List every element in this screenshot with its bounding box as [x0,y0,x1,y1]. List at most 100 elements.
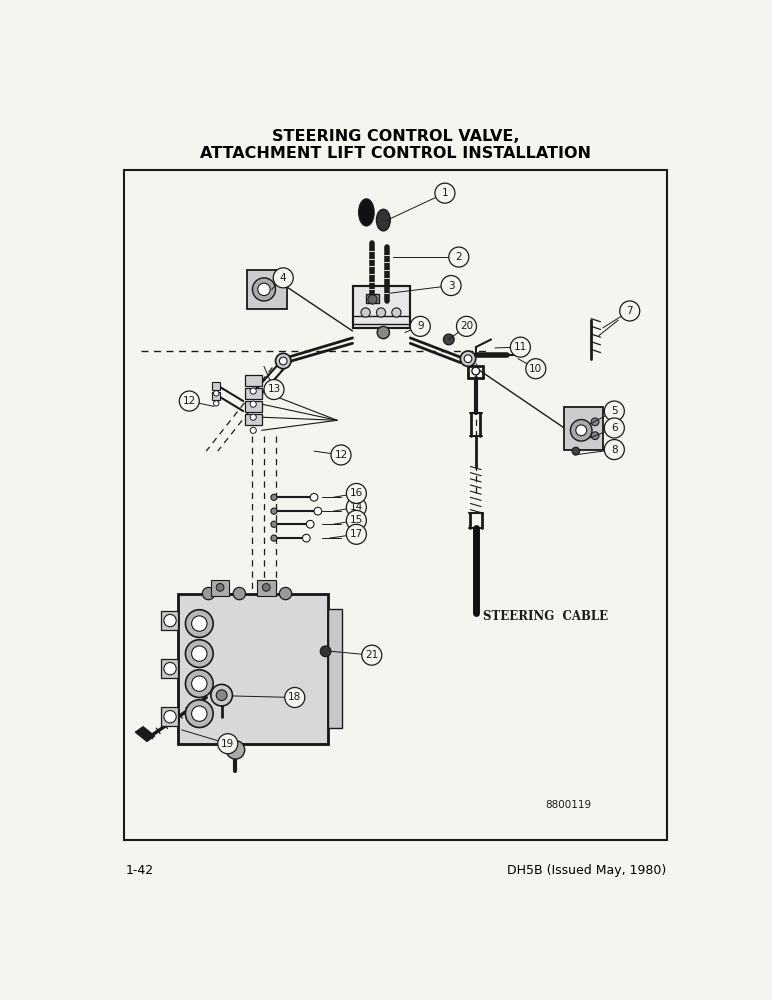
Circle shape [218,734,238,754]
Circle shape [604,440,625,460]
Text: 13: 13 [267,384,280,394]
Text: 8: 8 [611,445,618,455]
Circle shape [362,645,382,665]
Circle shape [604,401,625,421]
Circle shape [202,587,215,600]
Circle shape [164,662,176,675]
Circle shape [185,670,213,698]
Text: 5: 5 [611,406,618,416]
Circle shape [226,741,245,759]
Text: 11: 11 [513,342,527,352]
Bar [161,707,178,726]
Bar [564,407,603,450]
Circle shape [314,507,322,515]
Text: 4: 4 [280,273,286,283]
Bar [178,594,328,744]
Circle shape [191,706,207,721]
Circle shape [285,687,305,708]
Circle shape [472,367,479,375]
Circle shape [179,391,199,411]
Circle shape [233,587,245,600]
Bar [257,580,276,596]
Circle shape [443,334,454,345]
Text: 20: 20 [460,321,473,331]
Circle shape [279,357,287,365]
Circle shape [604,418,625,438]
Text: 1-42: 1-42 [125,864,154,877]
Circle shape [164,711,176,723]
Circle shape [449,247,469,267]
Circle shape [347,510,367,530]
Circle shape [572,447,580,455]
Circle shape [620,301,640,321]
Circle shape [216,584,224,591]
Text: STEERING CONTROL VALVE,: STEERING CONTROL VALVE, [272,129,520,144]
Bar [353,286,410,328]
Circle shape [347,483,367,503]
Text: 10: 10 [530,364,543,374]
Bar [161,659,178,678]
Circle shape [250,427,256,433]
Circle shape [191,676,207,691]
Circle shape [185,700,213,728]
Circle shape [377,308,386,317]
Circle shape [271,521,277,527]
Circle shape [185,640,213,667]
Bar [245,414,262,425]
Circle shape [252,278,276,301]
Polygon shape [135,727,154,741]
Bar [353,286,410,328]
Circle shape [250,401,256,407]
Circle shape [456,316,476,336]
Circle shape [378,326,390,339]
Circle shape [571,420,592,441]
Circle shape [216,690,227,701]
Bar [178,594,328,744]
Circle shape [214,401,219,406]
Bar [212,382,220,389]
Text: 12: 12 [334,450,347,460]
Circle shape [303,534,310,542]
Text: 19: 19 [221,739,235,749]
Circle shape [271,535,277,541]
Circle shape [591,432,599,440]
Bar [245,401,262,412]
Circle shape [214,391,219,396]
Circle shape [361,308,371,317]
Circle shape [331,445,351,465]
Text: 9: 9 [417,321,424,331]
Circle shape [306,520,314,528]
Circle shape [410,316,430,336]
Text: ATTACHMENT LIFT CONTROL INSTALLATION: ATTACHMENT LIFT CONTROL INSTALLATION [200,146,591,161]
Circle shape [460,351,476,366]
Circle shape [276,353,291,369]
Circle shape [347,497,367,517]
Text: 2: 2 [455,252,462,262]
Text: 8800119: 8800119 [545,800,591,810]
Text: 6: 6 [611,423,618,433]
Ellipse shape [359,199,374,226]
Circle shape [250,414,256,420]
Text: DH5B (Issued May, 1980): DH5B (Issued May, 1980) [506,864,666,877]
Circle shape [271,508,277,514]
Text: 18: 18 [288,692,301,702]
Circle shape [262,584,270,591]
Bar [245,375,262,386]
Text: 16: 16 [350,488,363,498]
Circle shape [250,388,256,394]
Text: STEERING  CABLE: STEERING CABLE [483,610,608,623]
Circle shape [526,359,546,379]
Circle shape [441,276,461,296]
Circle shape [435,183,455,203]
Circle shape [591,418,599,426]
Circle shape [510,337,530,357]
Circle shape [368,295,378,304]
Ellipse shape [377,209,391,231]
Text: 21: 21 [365,650,378,660]
Circle shape [191,646,207,661]
Bar [245,388,262,399]
Bar [367,294,379,303]
Circle shape [271,494,277,500]
Bar [124,170,668,840]
Circle shape [164,614,176,627]
